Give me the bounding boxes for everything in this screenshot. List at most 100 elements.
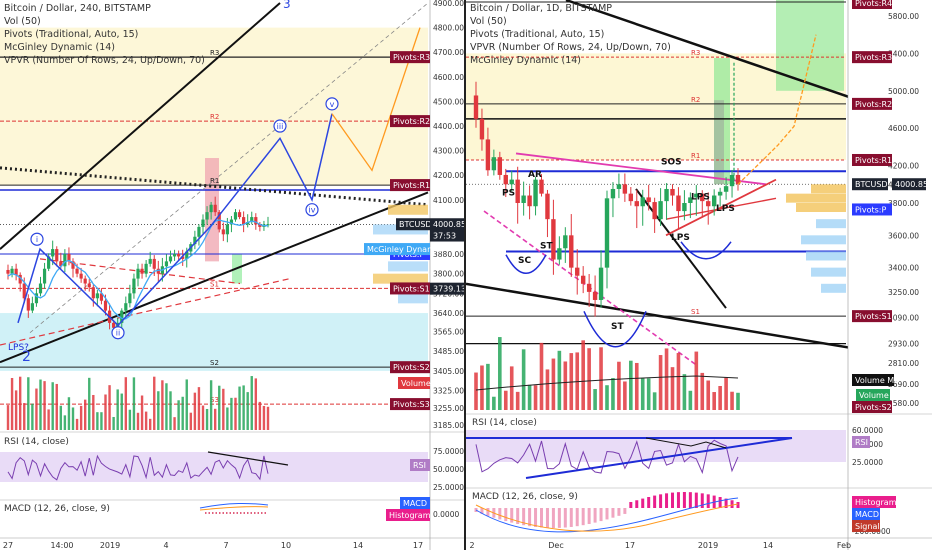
histogram-bar [257,512,259,514]
volume-bar [700,372,705,410]
histogram-bar [730,500,734,508]
candle-body [473,95,479,119]
price-tick-label: 3565.00 [433,327,464,336]
price-tick-label: 4800.00 [433,24,464,33]
histogram-bar [504,508,508,522]
candle-body [527,195,532,207]
volume-bar [581,340,585,410]
volume-bar [144,411,148,430]
volume-bar [116,389,119,430]
histogram-bar [208,512,210,514]
macd-line [475,497,739,533]
volume-bar [694,351,699,410]
time-tick-label: 14 [353,541,363,550]
candle-body [124,303,128,311]
volume-bar [67,397,71,430]
candle-body [26,298,30,311]
macd-label: MACD (12, 26, close, 9) [4,504,110,514]
volume-bar [222,388,225,430]
volume-bar [533,385,538,410]
volume-bar [242,385,245,430]
histogram-bar [581,508,585,526]
rsi-line [475,439,739,475]
volume-tag: Volume [401,379,431,388]
candle-body [164,261,169,267]
candle-body [717,191,723,196]
signal-tag-bg [852,520,880,532]
histogram-bar [250,512,252,514]
volume-bar [246,392,249,430]
candle-body [706,201,711,207]
histogram-bar [736,502,740,508]
volume-bar [75,418,79,430]
price-tick-label: 5000.00 [888,87,919,96]
volume-bar [27,377,30,430]
price-tick-label: 3325.00 [433,387,464,396]
volume-bar [563,361,568,410]
histogram-bar [528,508,532,527]
price-tick-label: 3800.00 [888,199,919,208]
wave-marker [111,326,125,340]
histogram-bar [510,508,514,523]
price-tick-label: 3880.00 [433,250,464,259]
price-tick-label: 4300.00 [433,147,464,156]
chart-panel-4h[interactable]: R3 R2 R1 S1 S2 S3 i ii iii iv v 2 3 LPS? 4900.00 4800.0… [0,0,464,550]
pivot-tag: Pivots:S2 [393,363,430,372]
legend-vpvr: VPVR (Number Of Rows, 24, Up/Down, 70) [4,55,205,66]
pivot-line-label: R1 [691,152,700,160]
candle-body [201,219,205,227]
volume-bar [218,385,221,430]
volume-bar [664,348,669,410]
volume-bar [730,391,734,410]
histogram-bar [229,512,231,514]
volume-profile-bar [821,283,846,293]
volume-bar [617,361,621,410]
panel-divider[interactable] [464,0,466,550]
candle-body [229,219,234,225]
candle-body [59,261,63,267]
candle-body [30,303,34,311]
volume-bar [96,412,99,430]
wyckoff-label: ST [540,241,553,251]
target-zone [776,0,844,91]
pivot-tag: Pivots:R2 [855,100,892,109]
histogram-tag: Histogram [855,498,897,507]
candle-body [694,193,699,198]
histogram-bar [254,512,256,514]
chart-canvas-1d[interactable]: R4 R3 R2 R1 S1 PS AR SC ST ST SOS LPS LPS LPS 5800.00 5… [466,0,932,550]
histogram-bar [261,512,263,514]
histogram-bar [205,512,207,514]
price-tick-label: 2690.00 [888,380,919,389]
candle-body [575,267,580,276]
candle-body [658,201,663,220]
histogram-bar [243,512,245,514]
legend-mcginley: McGinley Dynamic (14) [4,42,115,53]
chart-panel-1d[interactable]: R4 R3 R2 R1 S1 PS AR SC ST ST SOS LPS LPS LPS 5800.00 5… [466,0,932,550]
time-tick-label: Feb [837,541,851,550]
histogram-bar [694,492,698,508]
time-tick-label: 2019 [100,541,120,550]
volume-ma-line [475,375,739,391]
histogram-bar [563,508,567,528]
rsi-tick-label: 25.0000 [852,458,883,467]
volume-ma-tag-bg [852,374,894,386]
legend-volume: Vol (50) [4,16,41,27]
chart-canvas-4h[interactable]: R3R2R1S1S2S3iiiiiiivv23LPS?4900.004800.0… [0,0,464,550]
legend-vpvr: VPVR (Number Of Rows, 24, Up/Down, 70) [470,42,671,53]
volume-bar [79,405,83,430]
pivot-line-label: R3 [210,49,219,57]
rsi-label: RSI (14, close) [472,418,537,428]
time-tick-label: 14 [763,541,773,550]
mcginley-tag: McGinley Dynamic [367,245,442,254]
elliott-wave-path [17,113,333,327]
volume-profile-bar [373,273,428,284]
candle-body [6,269,10,274]
price-tick-label: 4200.00 [888,162,919,171]
last-price-tag-bg [892,178,926,191]
pivot-tag-bg [852,51,892,64]
pivot-line-label: R2 [691,96,700,104]
candle-body [83,278,87,284]
histogram-bar [724,498,728,508]
wave-marker [273,119,287,133]
candle-body [266,224,270,226]
